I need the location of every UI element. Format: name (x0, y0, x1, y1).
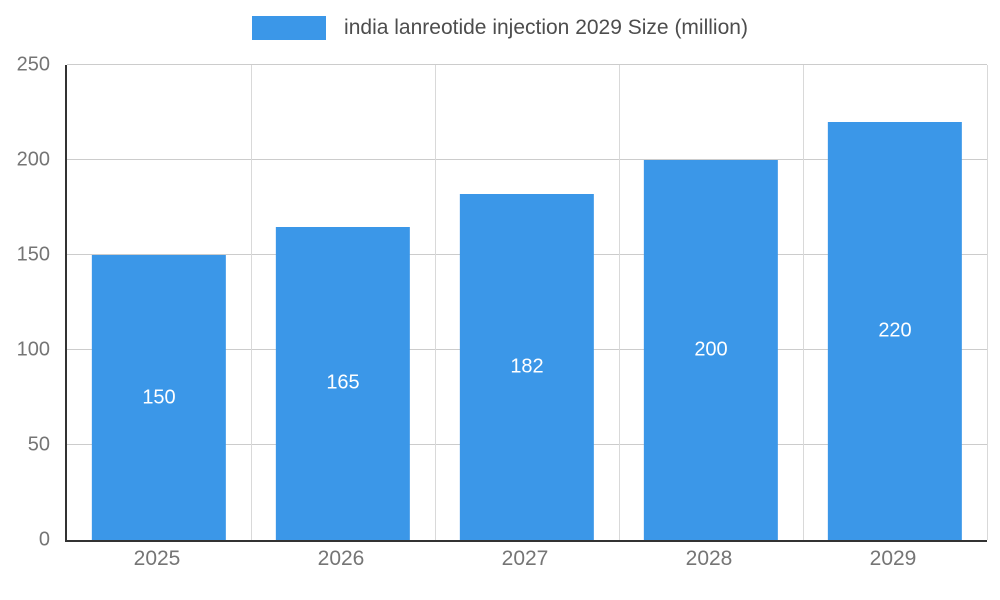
gridline-vertical (803, 65, 804, 540)
gridline-vertical (619, 65, 620, 540)
bar-value-label: 150 (142, 386, 176, 408)
x-tick-label-2027: 2027 (501, 547, 549, 570)
gridline-vertical (987, 65, 988, 540)
bar-value-label: 200 (694, 338, 728, 361)
x-tick-label-2028: 2028 (685, 547, 733, 570)
x-tick-label-2029: 2029 (869, 547, 917, 570)
bar-2025[interactable]: 150 (91, 255, 227, 540)
legend-label: india lanreotide injection 2029 Size (mi… (344, 16, 748, 39)
y-tick-label: 0 (38, 528, 50, 551)
gridline-horizontal (67, 64, 987, 65)
x-tick-label-2026: 2026 (317, 547, 365, 570)
bar-value-label: 165 (326, 371, 360, 394)
bar-value-label: 182 (510, 355, 544, 378)
y-tick-label: 100 (16, 338, 50, 361)
gridline-vertical (435, 65, 436, 540)
y-tick-label: 150 (16, 243, 50, 266)
x-tick-label-2025: 2025 (133, 547, 181, 570)
y-tick-label: 250 (16, 53, 50, 76)
legend: india lanreotide injection 2029 Size (mi… (0, 16, 1000, 40)
plot-area: 150 165 182 200 220 (65, 64, 988, 542)
gridline-horizontal (67, 159, 987, 160)
y-axis: 0 50 100 150 200 250 (0, 54, 58, 551)
x-axis: 2025 2026 2027 2028 2029 (65, 547, 985, 581)
y-tick-label: 200 (16, 148, 50, 171)
bar-2028[interactable]: 200 (643, 160, 779, 540)
bar-2029[interactable]: 220 (827, 122, 963, 540)
y-tick-label: 50 (27, 433, 50, 456)
bar-2026[interactable]: 165 (275, 226, 411, 540)
bar-2027[interactable]: 182 (459, 194, 595, 540)
legend-swatch (252, 16, 327, 40)
gridline-vertical (251, 65, 252, 540)
bar-value-label: 220 (878, 319, 912, 342)
